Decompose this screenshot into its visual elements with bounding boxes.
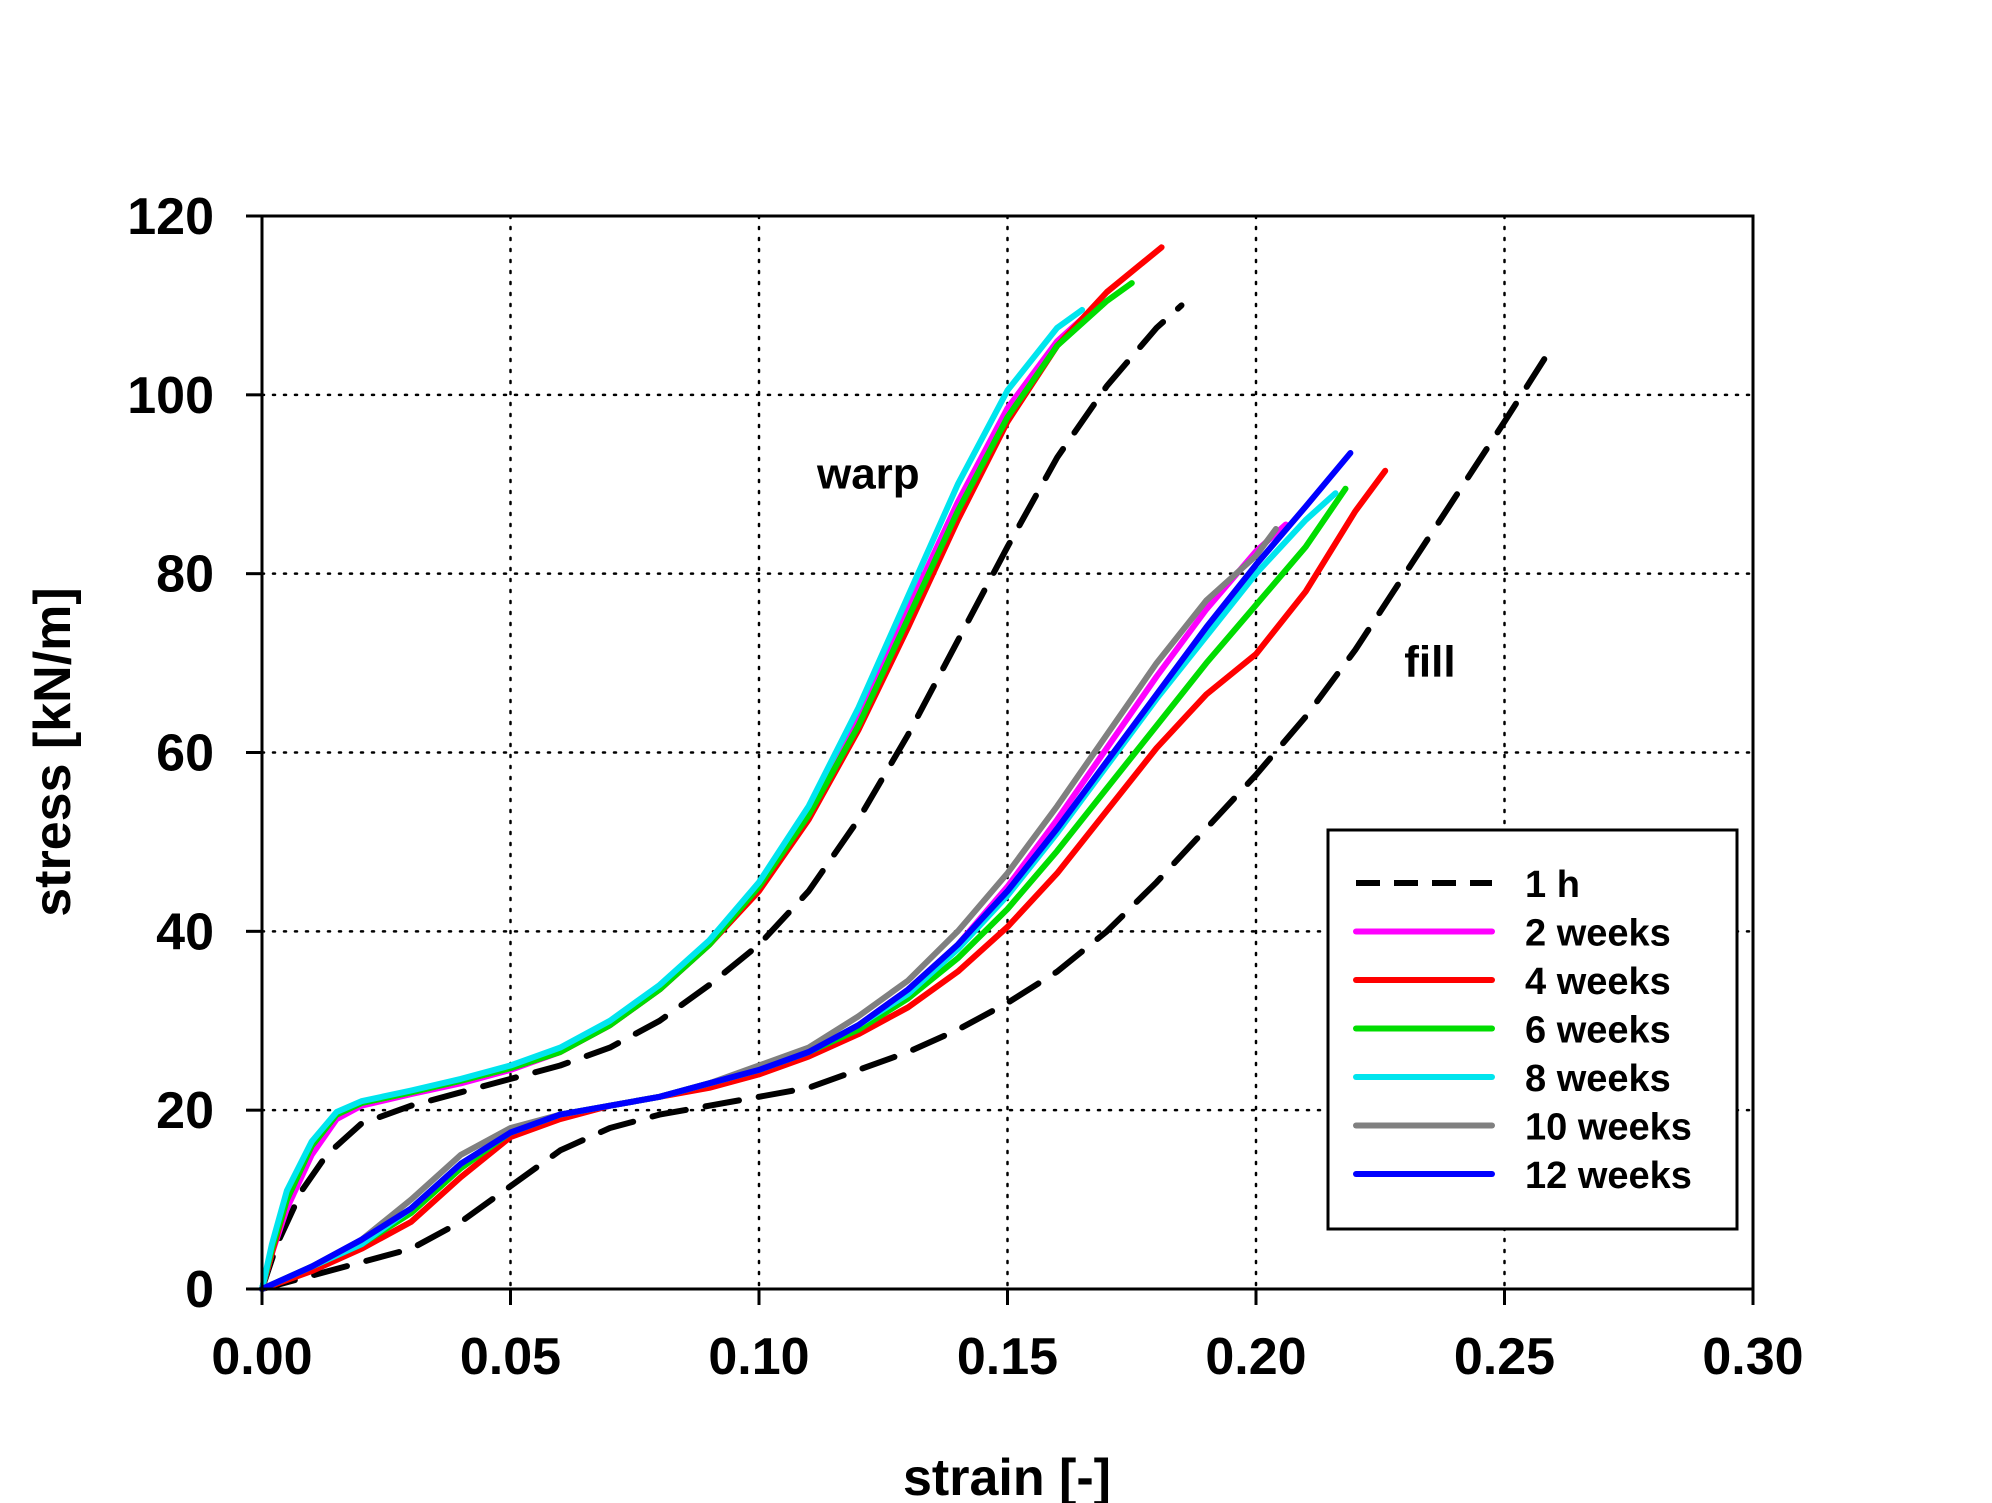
y-tick-label: 120 [127, 188, 214, 246]
x-axis-title: strain [-] [903, 1449, 1111, 1503]
x-tick-label: 0.00 [211, 1328, 312, 1386]
x-tick-label: 0.10 [708, 1328, 809, 1386]
x-tick-label: 0.05 [460, 1328, 561, 1386]
annotations: warp fill [816, 450, 1456, 687]
legend-label: 1 h [1525, 864, 1580, 906]
y-axis-title: stress [kN/m] [24, 587, 82, 916]
series-line-4-weeks-b [259, 467, 1389, 1292]
x-tick-label: 0.25 [1454, 1328, 1555, 1386]
y-tick-label: 100 [127, 367, 214, 425]
tick-labels: 0.00 0.05 0.10 0.15 0.20 0.25 0.30 0 20 40 60 80 100… [127, 188, 1803, 1386]
series-line-1-h-a [259, 302, 1185, 1292]
y-tick-label: 40 [156, 903, 214, 961]
series-layer [259, 244, 1548, 1292]
legend-label: 10 weeks [1525, 1107, 1692, 1149]
annotation-fill: fill [1404, 637, 1455, 686]
legend-label: 12 weeks [1525, 1155, 1692, 1197]
legend-label: 4 weeks [1525, 961, 1671, 1003]
ticks [246, 214, 1755, 1305]
y-tick-label: 80 [156, 546, 214, 604]
legend-label: 6 weeks [1525, 1010, 1671, 1052]
series-line-10-weeks-a [259, 526, 1279, 1292]
y-tick-label: 0 [185, 1261, 214, 1319]
y-tick-label: 60 [156, 725, 214, 783]
legend-label: 2 weeks [1525, 913, 1671, 955]
y-tick-label: 20 [156, 1082, 214, 1140]
x-tick-label: 0.30 [1702, 1328, 1803, 1386]
legend-label: 8 weeks [1525, 1058, 1671, 1100]
series-line-12-weeks-a [259, 450, 1354, 1292]
x-tick-label: 0.15 [957, 1328, 1058, 1386]
x-tick-label: 0.20 [1205, 1328, 1306, 1386]
legend: 1 h 2 weeks 4 weeks 6 weeks 8 weeks 10 weeks 1… [1326, 828, 1739, 1231]
series-line-8-weeks-a [259, 306, 1086, 1292]
series-line-1-h-b [259, 356, 1548, 1292]
annotation-warp: warp [816, 450, 920, 499]
legend-items: 1 h 2 weeks 4 weeks 6 weeks 8 weeks 10 weeks 1… [1353, 864, 1692, 1197]
